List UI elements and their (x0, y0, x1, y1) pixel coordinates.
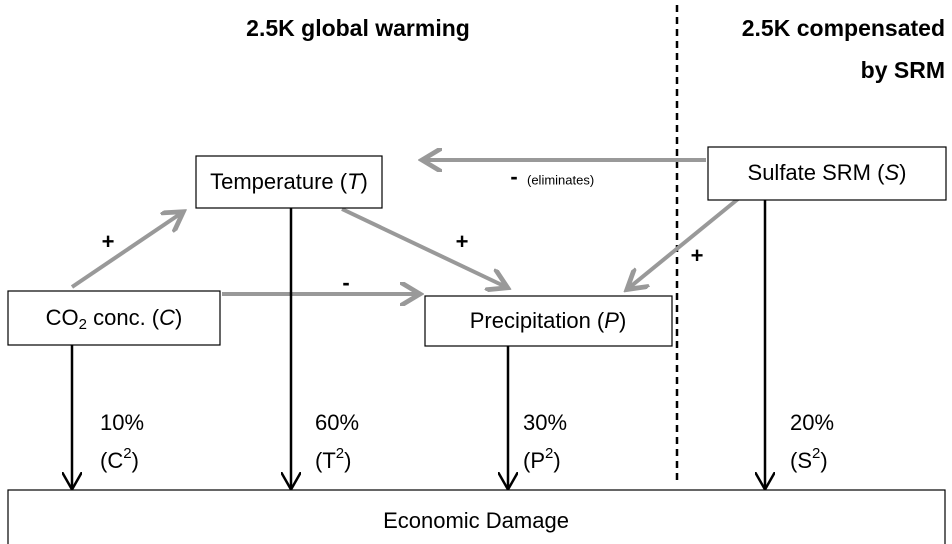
arrow (70, 214, 180, 289)
node-box (195, 155, 383, 209)
node-box (7, 489, 946, 544)
header-right: 2.5K compensated (742, 15, 945, 41)
node-box (424, 295, 673, 347)
share-label: 60% (315, 410, 359, 435)
share-term: (S2) (790, 445, 828, 473)
share-label: 30% (523, 410, 567, 435)
edge-label: + (456, 229, 469, 254)
share-term: (T2) (315, 445, 351, 473)
edge-label: - (342, 270, 349, 295)
node-label: Temperature (T) (210, 169, 368, 194)
header-left: 2.5K global warming (246, 15, 470, 41)
arrow (341, 207, 504, 286)
node-label: Sulfate SRM (S) (748, 160, 907, 185)
share-term: (C2) (100, 445, 139, 473)
node-label: Precipitation (P) (470, 308, 627, 333)
share-label: 10% (100, 410, 144, 435)
edge-label: + (691, 243, 704, 268)
share-label: 20% (790, 410, 834, 435)
header-right: by SRM (861, 57, 945, 83)
share-term: (P2) (523, 445, 561, 473)
edge-label: (eliminates) (527, 172, 594, 187)
node-label: Economic Damage (383, 508, 569, 533)
node-box (7, 290, 221, 346)
edge-label: + (102, 229, 115, 254)
arrow (630, 197, 740, 287)
node-label: CO2 conc. (C) (46, 305, 183, 333)
edge-label: - (510, 164, 517, 189)
node-box (707, 146, 947, 201)
